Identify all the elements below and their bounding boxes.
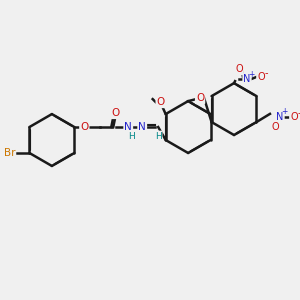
Text: N: N <box>138 122 146 132</box>
Text: O: O <box>196 93 204 103</box>
Text: O: O <box>271 122 279 132</box>
Text: +: + <box>248 70 254 79</box>
Text: Br: Br <box>4 148 15 158</box>
Text: O: O <box>290 112 298 122</box>
Text: H: H <box>128 131 135 140</box>
Text: O: O <box>111 108 119 118</box>
Text: N: N <box>243 74 251 84</box>
Text: O: O <box>80 122 88 132</box>
Text: O: O <box>157 97 165 107</box>
Text: N: N <box>276 112 284 122</box>
Text: -: - <box>264 68 268 78</box>
Text: H: H <box>155 131 162 140</box>
Text: -: - <box>297 108 300 118</box>
Text: +: + <box>281 107 287 116</box>
Text: O: O <box>257 72 265 82</box>
Text: N: N <box>124 122 132 132</box>
Text: O: O <box>235 64 243 74</box>
